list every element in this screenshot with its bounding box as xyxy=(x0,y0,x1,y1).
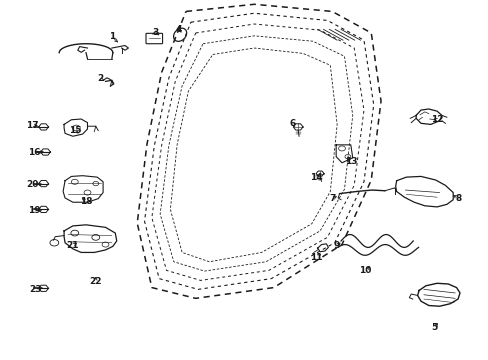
Text: 16: 16 xyxy=(27,148,40,157)
Text: 15: 15 xyxy=(68,126,81,135)
Text: 9: 9 xyxy=(333,241,340,250)
Text: 22: 22 xyxy=(89,276,102,285)
Text: 5: 5 xyxy=(431,323,437,332)
Text: 18: 18 xyxy=(80,197,92,206)
Text: 7: 7 xyxy=(328,194,335,203)
Text: 6: 6 xyxy=(288,119,295,128)
Text: 13: 13 xyxy=(344,157,356,166)
Text: 20: 20 xyxy=(26,180,39,189)
Text: 21: 21 xyxy=(66,241,79,250)
Text: 3: 3 xyxy=(152,28,159,37)
Text: 10: 10 xyxy=(359,266,371,275)
Text: 23: 23 xyxy=(29,285,42,294)
Text: 14: 14 xyxy=(310,173,322,182)
Text: 1: 1 xyxy=(108,32,115,41)
Text: 4: 4 xyxy=(175,25,182,34)
Text: 19: 19 xyxy=(27,206,40,215)
Text: 11: 11 xyxy=(310,253,322,262)
Text: 8: 8 xyxy=(455,194,461,203)
Text: 17: 17 xyxy=(26,121,39,130)
Text: 12: 12 xyxy=(430,115,443,124)
Text: 2: 2 xyxy=(97,75,103,84)
